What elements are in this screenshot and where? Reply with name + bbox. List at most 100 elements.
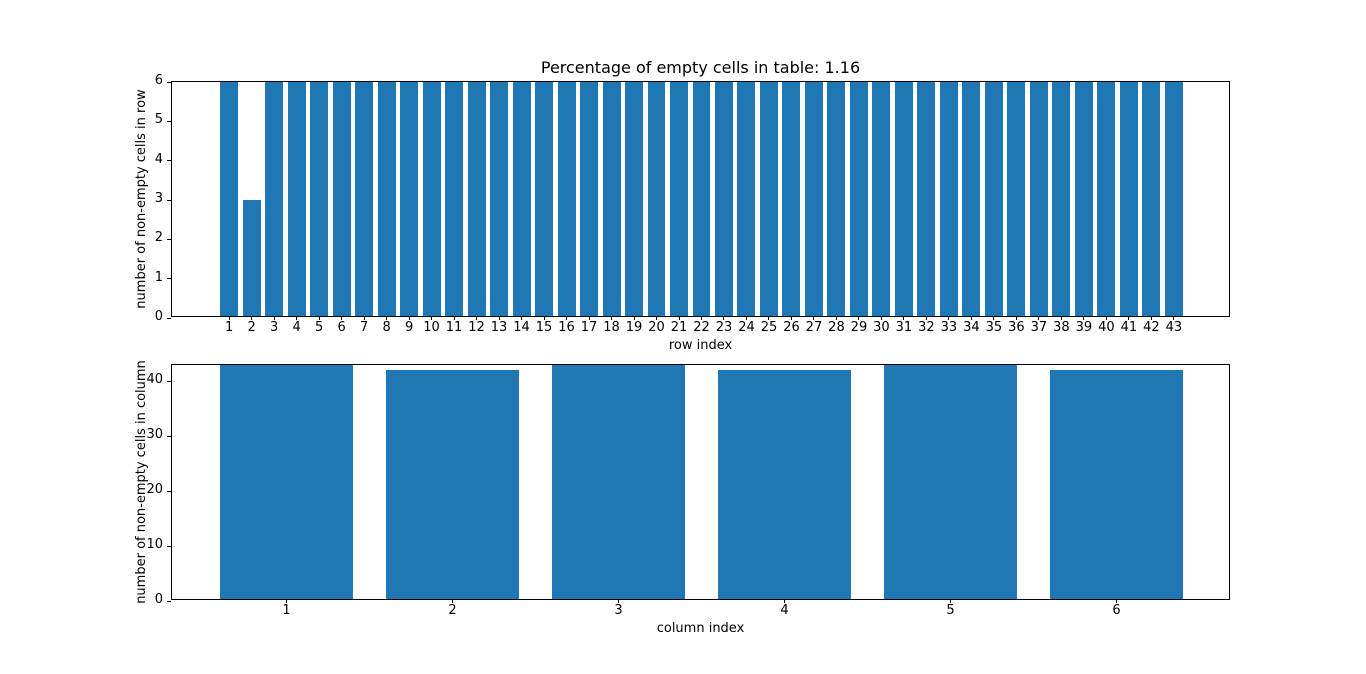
bar (445, 82, 464, 316)
x-tick-label: 31 (895, 320, 913, 335)
x-tick-mark (341, 316, 343, 320)
row-chart-axes: Percentage of empty cells in table: 1.16… (134, 58, 1230, 353)
x-tick-label: 10 (423, 320, 440, 335)
bar (759, 82, 778, 316)
bar (310, 82, 329, 316)
column-chart-plot-area (172, 365, 1229, 599)
x-tick-mark (521, 316, 523, 320)
y-tick-label: 4 (154, 151, 163, 167)
bar (512, 82, 531, 316)
bar (1029, 82, 1048, 316)
x-tick-mark (618, 599, 619, 603)
bar (1164, 82, 1183, 316)
bar (849, 82, 868, 316)
x-tick-mark (566, 316, 568, 320)
bar (535, 82, 554, 316)
x-tick-mark (318, 316, 320, 320)
x-tick-mark (1105, 316, 1107, 320)
bar (962, 82, 981, 316)
bar (737, 82, 756, 316)
x-tick-mark (633, 316, 635, 320)
x-tick-mark (543, 316, 545, 320)
bar (552, 365, 685, 599)
bar (625, 82, 643, 316)
bar (386, 370, 519, 599)
x-tick-label: 8 (382, 320, 391, 335)
bar (332, 82, 351, 316)
bar (692, 82, 711, 316)
x-tick-mark (453, 316, 455, 320)
x-tick-mark (1115, 599, 1117, 603)
x-tick-label: 11 (445, 320, 463, 335)
x-tick-label: 35 (985, 320, 1003, 335)
x-tick-label: 25 (760, 320, 778, 335)
x-tick-label: 27 (805, 320, 823, 335)
x-tick-label: 40 (1098, 320, 1115, 335)
x-tick-label: 30 (873, 320, 890, 335)
y-tick-label: 20 (146, 482, 163, 498)
x-tick-mark (408, 316, 410, 320)
x-tick-mark (363, 316, 365, 320)
x-tick-mark (1128, 316, 1130, 320)
x-tick-mark (813, 316, 815, 320)
x-tick-label: 3 (269, 320, 279, 335)
x-tick-mark (498, 316, 500, 320)
bar (467, 82, 486, 316)
x-tick-label: 12 (468, 320, 485, 335)
x-tick-mark (386, 316, 388, 320)
bar (242, 200, 261, 316)
bar (782, 82, 801, 316)
x-tick-label: 38 (1053, 320, 1070, 335)
x-tick-mark (993, 316, 995, 320)
x-tick-label: 17 (580, 320, 598, 335)
x-tick-mark (1038, 316, 1040, 320)
y-tick-label: 3 (154, 191, 163, 206)
x-tick-label: 22 (693, 320, 710, 335)
y-tick-label: 30 (146, 427, 163, 443)
bar (984, 82, 1003, 316)
x-tick-label: 33 (940, 320, 958, 335)
x-tick-mark (296, 316, 298, 320)
x-tick-mark (835, 316, 837, 320)
bar (939, 82, 958, 316)
column-chart-axes: column index number of non-empty cells i… (134, 360, 1230, 636)
y-tick-mark (167, 238, 171, 240)
bar (220, 365, 353, 599)
x-tick-label: 39 (1075, 320, 1093, 335)
x-tick-label: 13 (490, 320, 508, 335)
bar (714, 82, 733, 316)
x-tick-label: 5 (314, 320, 324, 335)
bar (377, 82, 396, 316)
y-tick-mark (167, 160, 171, 162)
bar (1007, 82, 1026, 316)
bar (490, 82, 509, 316)
x-tick-label: 15 (535, 320, 553, 335)
y-tick-label: 1 (154, 269, 163, 285)
y-tick-mark (167, 120, 171, 122)
x-tick-label: 37 (1030, 320, 1048, 335)
y-tick-mark (167, 545, 171, 547)
bar (872, 82, 891, 316)
x-tick-mark (476, 316, 478, 320)
x-tick-mark (903, 316, 905, 320)
x-tick-label: 6 (337, 320, 346, 335)
x-tick-label: 7 (359, 320, 369, 335)
x-tick-label: 4 (780, 603, 789, 618)
bar (718, 370, 851, 599)
x-tick-label: 5 (946, 603, 955, 618)
x-tick-mark (678, 316, 680, 320)
x-tick-label: 36 (1008, 320, 1025, 335)
x-tick-label: 41 (1120, 320, 1138, 335)
bar (220, 82, 239, 316)
x-tick-label: 2 (247, 320, 256, 335)
bar (355, 82, 374, 316)
bar (400, 82, 419, 316)
y-tick-label: 0 (154, 592, 163, 607)
x-tick-label: 18 (603, 320, 620, 335)
x-tick-mark (858, 316, 860, 320)
x-tick-mark (273, 316, 275, 320)
x-tick-mark (1015, 316, 1017, 320)
y-tick-label: 2 (154, 230, 163, 246)
y-tick-label: 6 (154, 73, 163, 88)
chart-title: Percentage of empty cells in table: 1.16 (540, 58, 861, 77)
